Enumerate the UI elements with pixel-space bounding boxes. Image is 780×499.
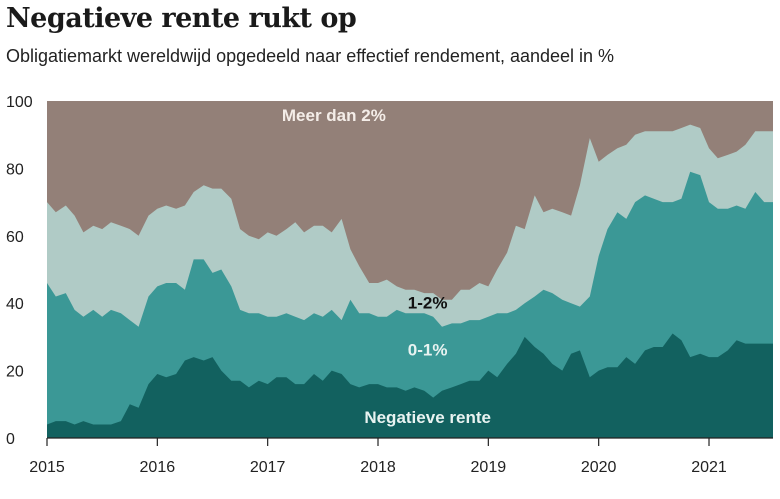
label-1-2-procent: 1-2% — [408, 293, 448, 312]
area-negatieve-rente — [47, 333, 773, 438]
y-tick-label: 0 — [6, 431, 15, 448]
y-tick-label: 100 — [6, 94, 33, 111]
area-0-1-procent — [47, 171, 773, 439]
y-tick-label: 40 — [6, 296, 24, 313]
label-negatieve-rente: Negatieve rente — [364, 408, 491, 427]
label-0-1-procent: 0-1% — [408, 340, 448, 359]
x-tick-label: 2018 — [360, 459, 396, 476]
x-tick-label: 2015 — [29, 459, 65, 476]
x-tick-label: 2016 — [140, 459, 176, 476]
y-tick-label: 60 — [6, 229, 24, 246]
x-tick-label: 2021 — [691, 459, 727, 476]
label-meer-dan-2: Meer dan 2% — [282, 106, 386, 125]
x-tick-label: 2020 — [581, 459, 617, 476]
chart-subtitle: Obligatiemarkt wereldwijd opgedeeld naar… — [6, 46, 615, 66]
chart-title: Negatieve rente rukt op — [6, 3, 357, 34]
y-tick-label: 80 — [6, 161, 24, 178]
x-tick-label: 2017 — [250, 459, 286, 476]
y-tick-label: 20 — [6, 364, 24, 381]
x-tick-label: 2019 — [471, 459, 507, 476]
